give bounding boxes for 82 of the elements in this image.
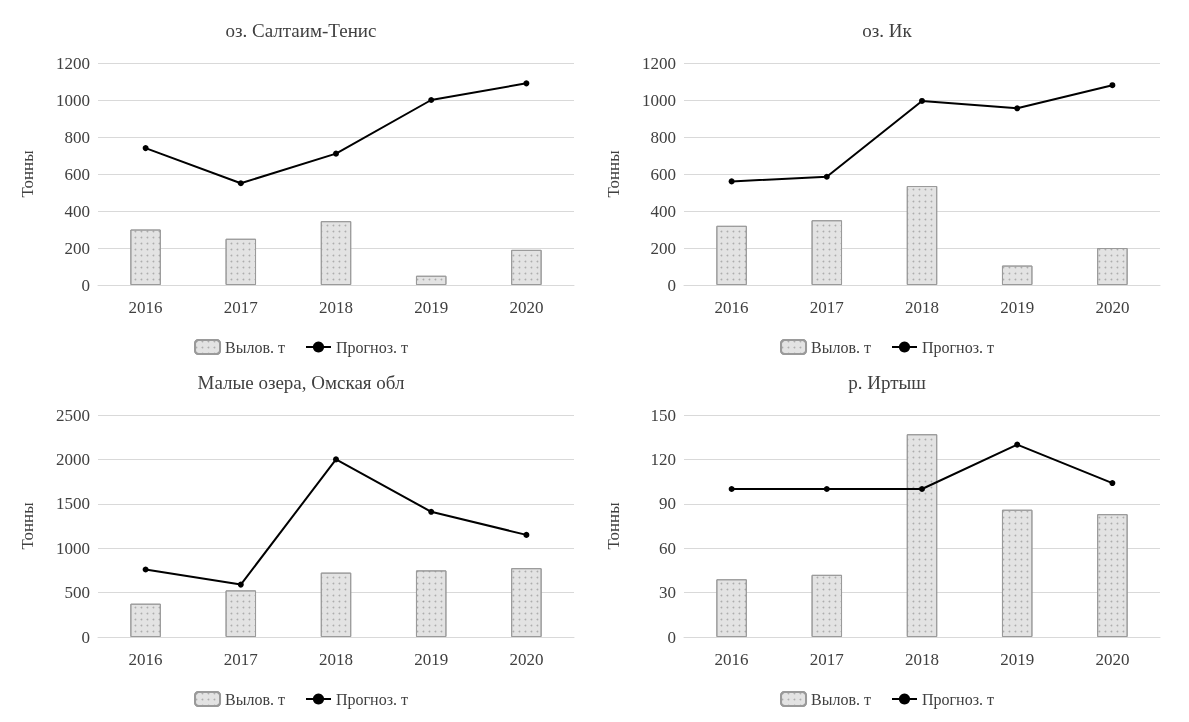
y-tick-label: 30 bbox=[659, 583, 676, 603]
y-tick-label: 1000 bbox=[642, 90, 676, 110]
y-tick-label: 2000 bbox=[56, 449, 90, 469]
y-tick-label: 1200 bbox=[56, 53, 90, 73]
y-tick-label: 600 bbox=[650, 164, 676, 184]
x-tick-label: 2020 bbox=[509, 298, 544, 317]
point bbox=[823, 173, 830, 180]
y-tick-label: 200 bbox=[64, 238, 90, 258]
point bbox=[919, 486, 925, 492]
x-tick-label: 2019 bbox=[1000, 298, 1035, 317]
point bbox=[823, 486, 830, 492]
legend-label: Вылов. т bbox=[811, 690, 871, 708]
point bbox=[523, 80, 530, 87]
y-tick-label: 150 bbox=[650, 405, 676, 425]
x-tick-label: 2017 bbox=[223, 650, 259, 669]
y-axis-title: Тонны bbox=[18, 149, 37, 198]
y-tick-label: 200 bbox=[650, 238, 676, 258]
point bbox=[1014, 105, 1021, 112]
x-tick-label: 2020 bbox=[509, 650, 544, 669]
y-axis-title: Тонны bbox=[604, 149, 623, 198]
chart-title: оз. Салтаим-Тенис bbox=[225, 20, 377, 41]
y-tick-label: 0 bbox=[81, 275, 90, 295]
legend-label: Вылов. т bbox=[225, 338, 285, 356]
y-tick-label: 600 bbox=[64, 164, 90, 184]
y-tick-label: 400 bbox=[64, 201, 90, 221]
y-tick-label: 120 bbox=[650, 449, 676, 469]
point bbox=[333, 150, 339, 157]
y-tick-label: 1000 bbox=[56, 538, 90, 558]
x-tick-label: 2018 bbox=[905, 650, 939, 669]
x-tick-label: 2020 bbox=[1095, 298, 1130, 317]
legend-label: Прогноз. т bbox=[335, 338, 408, 357]
y-tick-label: 0 bbox=[81, 627, 90, 647]
y-tick-label: 0 bbox=[667, 275, 676, 295]
legend-label: Прогноз. т bbox=[921, 338, 994, 357]
point bbox=[728, 178, 735, 185]
y-axis-title: Тонны bbox=[18, 501, 37, 550]
point bbox=[1109, 82, 1116, 89]
x-tick-label: 2020 bbox=[1095, 650, 1130, 669]
point bbox=[728, 486, 735, 492]
x-tick-label: 2016 bbox=[714, 298, 749, 317]
x-tick-label: 2019 bbox=[414, 650, 449, 669]
y-tick-label: 1500 bbox=[56, 494, 90, 514]
x-tick-label: 2017 bbox=[223, 298, 259, 317]
point bbox=[237, 581, 244, 588]
x-tick-label: 2016 bbox=[128, 650, 163, 669]
x-tick-label: 2018 bbox=[319, 298, 353, 317]
x-tick-label: 2018 bbox=[319, 650, 353, 669]
point bbox=[142, 566, 149, 573]
x-tick-label: 2017 bbox=[809, 298, 845, 317]
x-tick-label: 2017 bbox=[809, 650, 845, 669]
y-tick-label: 800 bbox=[64, 127, 90, 147]
chart-title: р. Иртыш bbox=[848, 372, 927, 393]
point bbox=[1014, 441, 1021, 448]
point bbox=[142, 145, 149, 152]
y-tick-label: 2500 bbox=[56, 405, 90, 425]
x-tick-label: 2016 bbox=[714, 650, 749, 669]
y-tick-label: 800 bbox=[650, 127, 676, 147]
point bbox=[428, 508, 435, 515]
point bbox=[333, 456, 339, 463]
x-tick-label: 2019 bbox=[1000, 650, 1035, 669]
legend-label: Вылов. т bbox=[811, 338, 871, 356]
y-tick-label: 90 bbox=[659, 494, 676, 514]
x-tick-label: 2019 bbox=[414, 298, 449, 317]
y-tick-label: 60 bbox=[659, 538, 676, 558]
legend-label: Вылов. т bbox=[225, 690, 285, 708]
point bbox=[237, 180, 244, 187]
y-tick-label: 400 bbox=[650, 201, 676, 221]
y-tick-label: 1200 bbox=[642, 53, 676, 73]
y-tick-label: 0 bbox=[667, 627, 676, 647]
point bbox=[919, 97, 925, 104]
legend-label: Прогноз. т bbox=[921, 690, 994, 709]
y-axis-title: Тонны bbox=[604, 501, 623, 550]
point bbox=[1109, 480, 1116, 487]
chart-title: Малые озера, Омская обл bbox=[197, 372, 406, 393]
y-tick-label: 1000 bbox=[56, 90, 90, 110]
x-tick-label: 2018 bbox=[905, 298, 939, 317]
x-tick-label: 2016 bbox=[128, 298, 163, 317]
point bbox=[523, 531, 530, 538]
point bbox=[428, 97, 435, 103]
legend-label: Прогноз. т bbox=[335, 690, 408, 709]
chart-title: оз. Ик bbox=[862, 20, 913, 41]
y-tick-label: 500 bbox=[64, 583, 90, 603]
